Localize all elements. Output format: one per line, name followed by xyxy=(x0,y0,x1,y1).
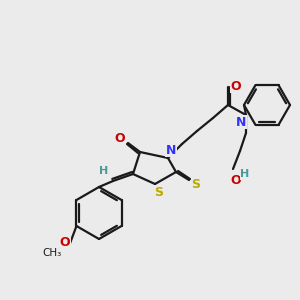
Text: O: O xyxy=(115,131,125,145)
Text: H: H xyxy=(99,166,109,176)
Text: N: N xyxy=(166,143,176,157)
Text: N: N xyxy=(236,116,246,128)
Text: O: O xyxy=(231,175,241,188)
Text: S: S xyxy=(154,185,164,199)
Text: H: H xyxy=(240,169,250,179)
Text: S: S xyxy=(191,178,200,191)
Text: CH₃: CH₃ xyxy=(42,248,62,258)
Text: O: O xyxy=(60,236,70,250)
Text: O: O xyxy=(231,80,241,92)
